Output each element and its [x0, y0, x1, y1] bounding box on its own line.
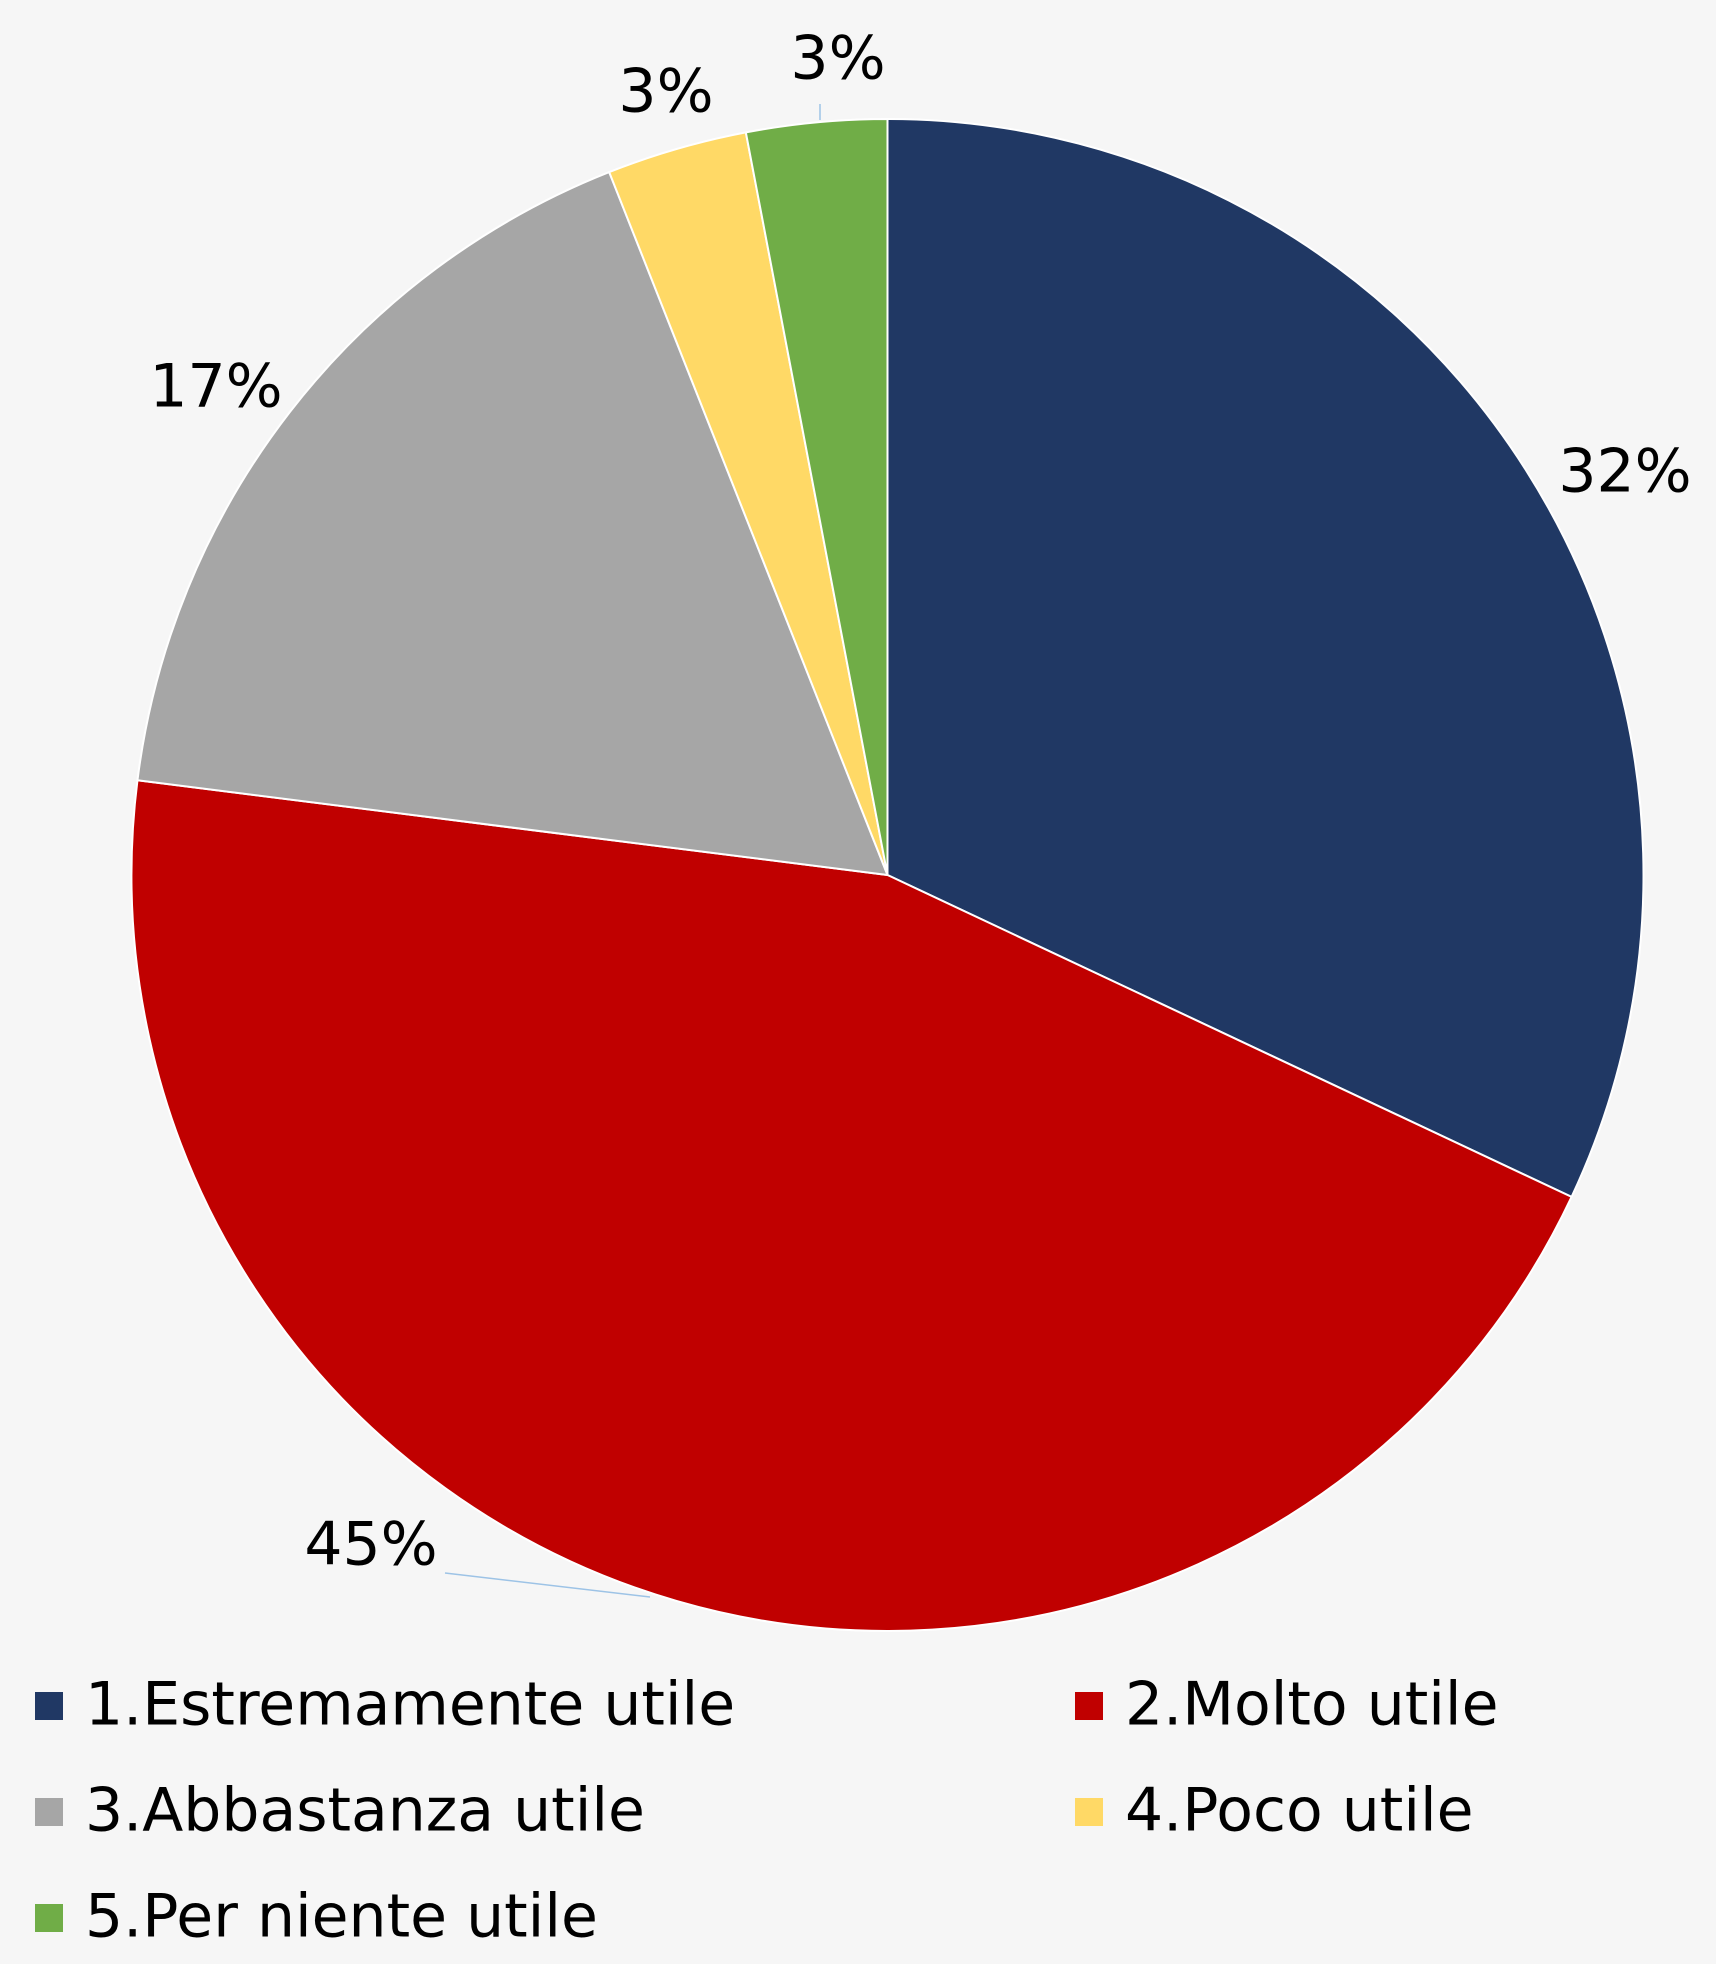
pie-slice — [886, 117, 1645, 1199]
data-label: 45% — [304, 1510, 437, 1580]
legend-label: 4.Poco utile — [1125, 1776, 1474, 1846]
legend-marker — [35, 1904, 63, 1932]
pie-slice — [136, 170, 890, 877]
pie-slice — [130, 779, 1573, 1632]
data-label: 3% — [618, 57, 713, 127]
data-label: 32% — [1558, 437, 1691, 507]
legend-label: 2.Molto utile — [1125, 1670, 1499, 1740]
legend-marker — [1075, 1692, 1103, 1720]
legend-marker — [35, 1798, 63, 1826]
data-label: 3% — [790, 24, 885, 94]
legend-marker — [1075, 1798, 1103, 1826]
legend-label: 1.Estremamente utile — [85, 1670, 735, 1740]
data-label: 17% — [149, 352, 282, 422]
leader-line — [444, 1572, 651, 1598]
legend-marker — [35, 1692, 63, 1720]
legend-label: 5.Per niente utile — [85, 1882, 598, 1952]
legend-label: 3.Abbastanza utile — [85, 1776, 645, 1846]
pie-slice — [744, 117, 889, 876]
